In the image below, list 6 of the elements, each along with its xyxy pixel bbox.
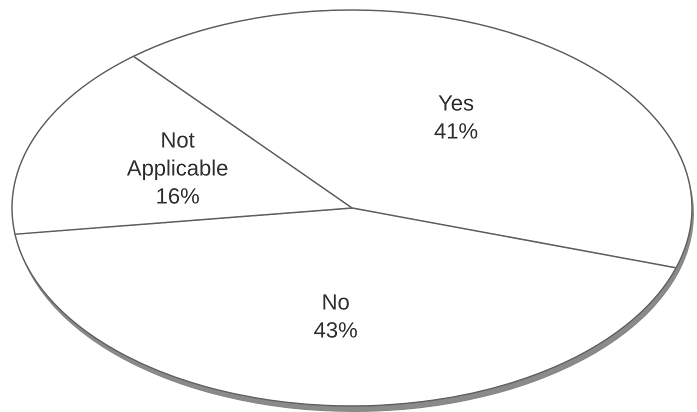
data-label: 43% xyxy=(314,317,358,342)
data-label: 16% xyxy=(156,184,200,209)
slice-label: Not Applicable xyxy=(126,128,228,181)
data-label: 41% xyxy=(434,118,478,144)
slice-label: No xyxy=(322,289,350,314)
slice-label: Yes xyxy=(438,90,474,116)
